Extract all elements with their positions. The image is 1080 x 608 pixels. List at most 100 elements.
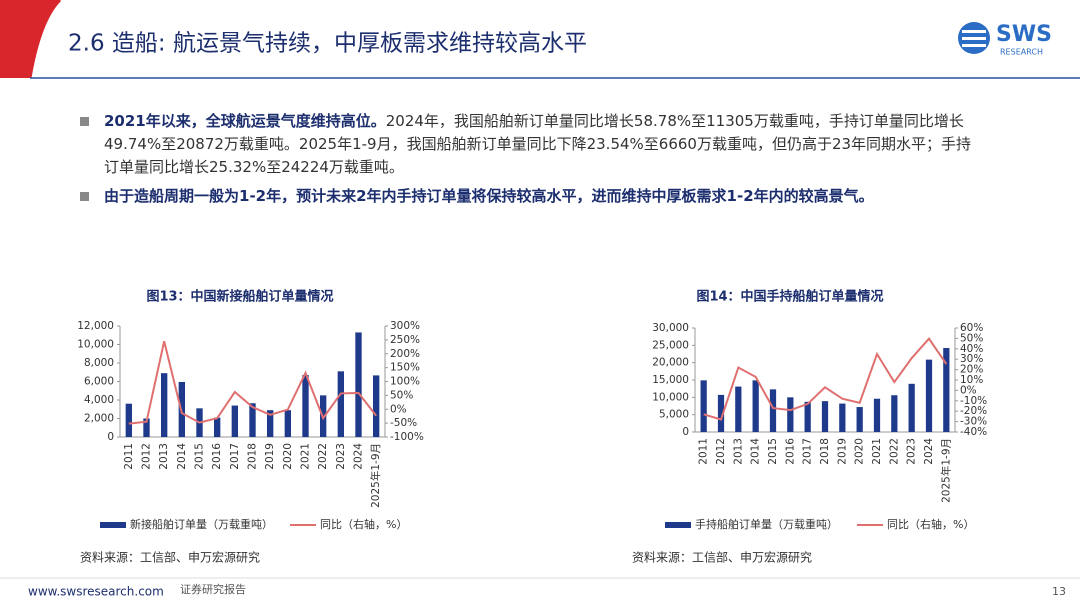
bar xyxy=(125,403,133,437)
footer-label: 证券研究报告 xyxy=(180,582,246,596)
x-tick-label: 2021 xyxy=(871,438,883,465)
header-accent-line xyxy=(28,0,62,79)
y-tick-label: 10,000 xyxy=(652,391,689,403)
y2-tick-label: 0% xyxy=(960,384,977,396)
bar xyxy=(213,417,221,437)
bar xyxy=(302,375,309,437)
chart-title: 图14：中国手持船舶订单量情况 xyxy=(696,289,883,305)
y2-tick-label: 40% xyxy=(960,343,983,355)
bar xyxy=(143,418,150,437)
chart-title: 图13：中国新接船舶订单量情况 xyxy=(146,289,333,305)
x-tick-label: 2016 xyxy=(784,438,796,465)
x-tick-label: 2018 xyxy=(819,438,831,465)
x-tick-label: 2024 xyxy=(923,438,935,465)
header-accent xyxy=(0,0,60,78)
bullet: 2021年以来，全球航运景气度维持高位。2024年，我国船舶新订单量同比增长58… xyxy=(80,110,980,179)
bar xyxy=(804,401,811,432)
bar xyxy=(752,380,759,432)
line xyxy=(703,337,948,421)
bar xyxy=(231,405,239,437)
legend-label: 同比（右轴，%） xyxy=(320,517,407,531)
bar xyxy=(735,386,742,432)
legend-swatch xyxy=(100,522,126,528)
bar xyxy=(355,332,362,437)
bar xyxy=(337,371,345,437)
y2-tick-label: 50% xyxy=(960,332,983,344)
bar xyxy=(700,380,707,432)
y2-tick-label: 100% xyxy=(390,376,420,388)
y2-tick-label: 300% xyxy=(390,320,420,332)
x-tick-label: 2011 xyxy=(698,438,710,465)
bullets: 2021年以来，全球航运景气度维持高位。2024年，我国船舶新订单量同比增长58… xyxy=(80,110,980,214)
x-tick-label: 2020 xyxy=(282,443,294,470)
y2-tick-label: -100% xyxy=(390,431,424,443)
x-tick-label: 2012 xyxy=(715,438,727,465)
logo-text: SWS xyxy=(996,22,1052,47)
x-tick-label: 2019 xyxy=(264,443,276,470)
source: 资料来源：工信部、申万宏源研究 xyxy=(632,550,812,565)
y-tick-label: 2,000 xyxy=(84,413,114,425)
y-tick-label: 15,000 xyxy=(652,374,689,386)
x-tick-label: 2025年1-9月 xyxy=(369,443,382,508)
x-tick-label: 2013 xyxy=(732,438,744,465)
bar xyxy=(821,401,829,432)
y-tick-label: 8,000 xyxy=(84,357,114,369)
y-tick-label: 0 xyxy=(682,426,689,438)
bar xyxy=(891,395,898,432)
x-tick-label: 2025年1-9月 xyxy=(939,438,952,503)
y2-tick-label: 10% xyxy=(960,374,983,386)
x-tick-label: 2011 xyxy=(123,443,135,470)
bar xyxy=(787,397,794,432)
bullet-bold: 由于造船周期一般为1-2年，预计未来2年内手持订单量将保持较高水平，进而维持中厚… xyxy=(104,187,874,205)
y2-tick-label: 200% xyxy=(390,348,420,360)
y2-tick-label: -10% xyxy=(960,395,987,407)
bar xyxy=(873,398,881,432)
y2-tick-label: 0% xyxy=(390,403,407,415)
bar xyxy=(284,410,292,437)
legend-label: 新接船舶订单量（万载重吨） xyxy=(130,517,273,531)
x-tick-label: 2019 xyxy=(836,438,848,465)
bar xyxy=(266,410,274,437)
x-tick-label: 2017 xyxy=(802,438,814,465)
logo-subtext: RESEARCH xyxy=(1000,48,1043,57)
x-tick-label: 2014 xyxy=(176,443,188,470)
logo-stripe xyxy=(962,44,986,47)
bar xyxy=(856,407,863,432)
bar xyxy=(160,373,168,437)
bar xyxy=(839,403,846,432)
y2-tick-label: 60% xyxy=(960,322,983,334)
logo-stripe xyxy=(962,37,986,40)
x-tick-label: 2020 xyxy=(854,438,866,465)
y-tick-label: 0 xyxy=(107,431,114,443)
y2-tick-label: -20% xyxy=(960,405,987,417)
x-tick-label: 2016 xyxy=(211,443,223,470)
page-number: 13 xyxy=(1052,585,1066,598)
y-tick-label: 20,000 xyxy=(652,357,689,369)
y2-tick-label: -40% xyxy=(960,426,987,438)
y-tick-label: 12,000 xyxy=(77,320,114,332)
y-tick-label: 6,000 xyxy=(84,376,114,388)
x-tick-label: 2013 xyxy=(158,443,170,470)
source: 资料来源：工信部、申万宏源研究 xyxy=(80,550,260,565)
y-tick-label: 10,000 xyxy=(77,339,114,351)
y2-tick-label: -30% xyxy=(960,416,987,428)
y-tick-label: 30,000 xyxy=(652,322,689,334)
y2-tick-label: 250% xyxy=(390,334,420,346)
bullet-text: 2024年，我国船舶新订单量同比增长58.78%至11305万载重吨，手持订单量… xyxy=(104,112,972,176)
bullet: 由于造船周期一般为1-2年，预计未来2年内手持订单量将保持较高水平，进而维持中厚… xyxy=(80,185,980,208)
page-title: 2.6 造船: 航运景气持续，中厚板需求维持较高水平 xyxy=(68,31,587,57)
y2-tick-label: 30% xyxy=(960,353,983,365)
x-tick-label: 2022 xyxy=(317,443,329,470)
logo-stripe xyxy=(962,30,986,33)
bar xyxy=(249,403,256,437)
x-tick-label: 2017 xyxy=(229,443,241,470)
x-tick-label: 2023 xyxy=(335,443,347,470)
bar xyxy=(769,389,777,432)
x-tick-label: 2014 xyxy=(750,438,762,465)
x-tick-label: 2018 xyxy=(247,443,259,470)
bar xyxy=(908,383,915,432)
line xyxy=(128,341,377,425)
y2-tick-label: -50% xyxy=(390,417,417,429)
